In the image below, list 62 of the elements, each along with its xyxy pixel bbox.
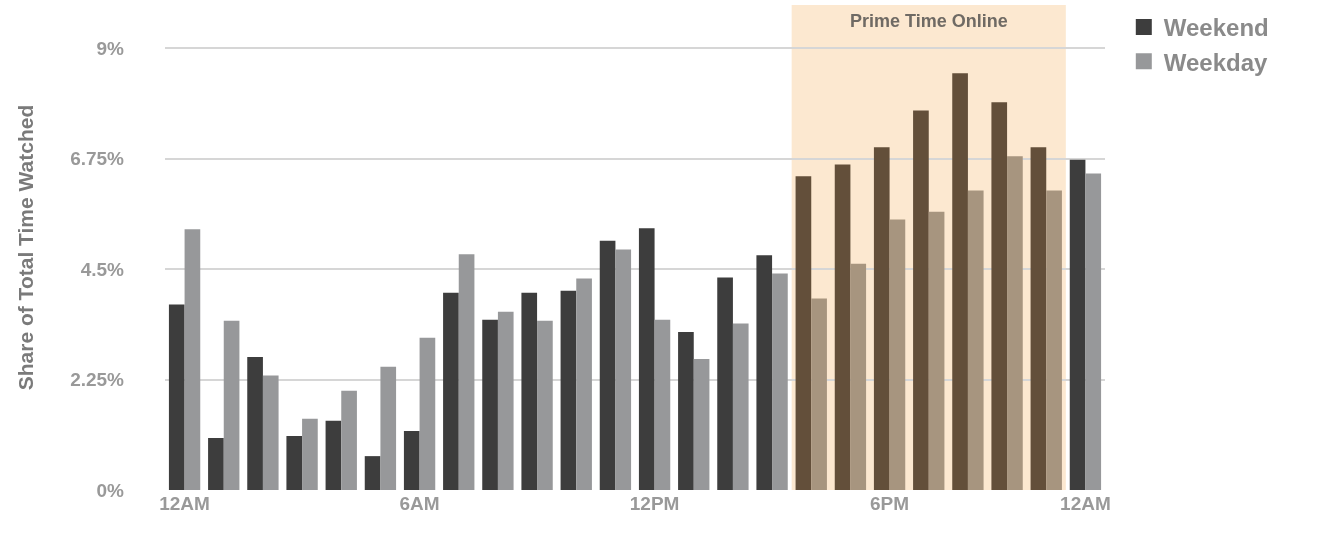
bar (286, 436, 303, 490)
bar (1007, 156, 1023, 490)
bar (497, 311, 514, 490)
bar (952, 73, 968, 490)
x-tick-label: 12PM (629, 493, 680, 514)
bar (795, 176, 812, 490)
bar (458, 254, 475, 490)
x-tick-label: 12AM (1060, 493, 1111, 514)
bar (967, 190, 984, 490)
bar (678, 331, 694, 490)
bar (482, 319, 498, 490)
bar (341, 390, 357, 490)
bar (772, 273, 788, 490)
bar (184, 229, 201, 490)
bar (1046, 190, 1062, 490)
bar (247, 356, 263, 490)
bar (1069, 159, 1086, 490)
bar (537, 320, 553, 490)
annotation: Prime Time Online (850, 11, 1008, 31)
bar (850, 263, 867, 490)
bar (615, 249, 632, 490)
x-tick-label: 6PM (870, 493, 910, 514)
legend-label: Weekday (1163, 48, 1269, 76)
bar (638, 228, 655, 490)
bar (991, 102, 1008, 490)
bar (168, 304, 185, 490)
y-tick-label: 9% (96, 37, 125, 59)
bar (873, 147, 890, 490)
bar (1085, 173, 1102, 490)
bar (223, 320, 240, 490)
bar (419, 337, 436, 490)
bar (811, 298, 827, 490)
bar (302, 418, 318, 490)
x-tick-label: 12AM (159, 493, 210, 514)
bar (928, 211, 945, 490)
y-tick-label: 6.75% (70, 148, 125, 170)
bar (576, 278, 592, 490)
bar (1030, 147, 1047, 490)
bar (756, 255, 773, 490)
y-axis-title: Share of Total Time Watched (14, 104, 38, 391)
bar (834, 164, 851, 490)
bar (717, 277, 733, 490)
y-tick-label: 4.5% (80, 258, 125, 280)
bar (262, 375, 279, 490)
bar (889, 219, 906, 490)
y-tick-label: 0% (96, 479, 125, 501)
bar (380, 366, 397, 490)
bar (913, 110, 929, 490)
y-tick-label: 2.25% (70, 369, 125, 391)
x-tick-label: 6AM (399, 493, 440, 514)
bar (521, 292, 538, 490)
bar (325, 420, 342, 490)
bar (208, 437, 224, 490)
bar (732, 323, 749, 490)
bar (403, 431, 420, 490)
bar (560, 290, 577, 490)
bar (693, 358, 710, 490)
legend-label: Weekend (1163, 14, 1269, 42)
bar (599, 240, 616, 490)
bar (654, 319, 671, 490)
bar (443, 292, 459, 490)
bar (364, 456, 381, 490)
